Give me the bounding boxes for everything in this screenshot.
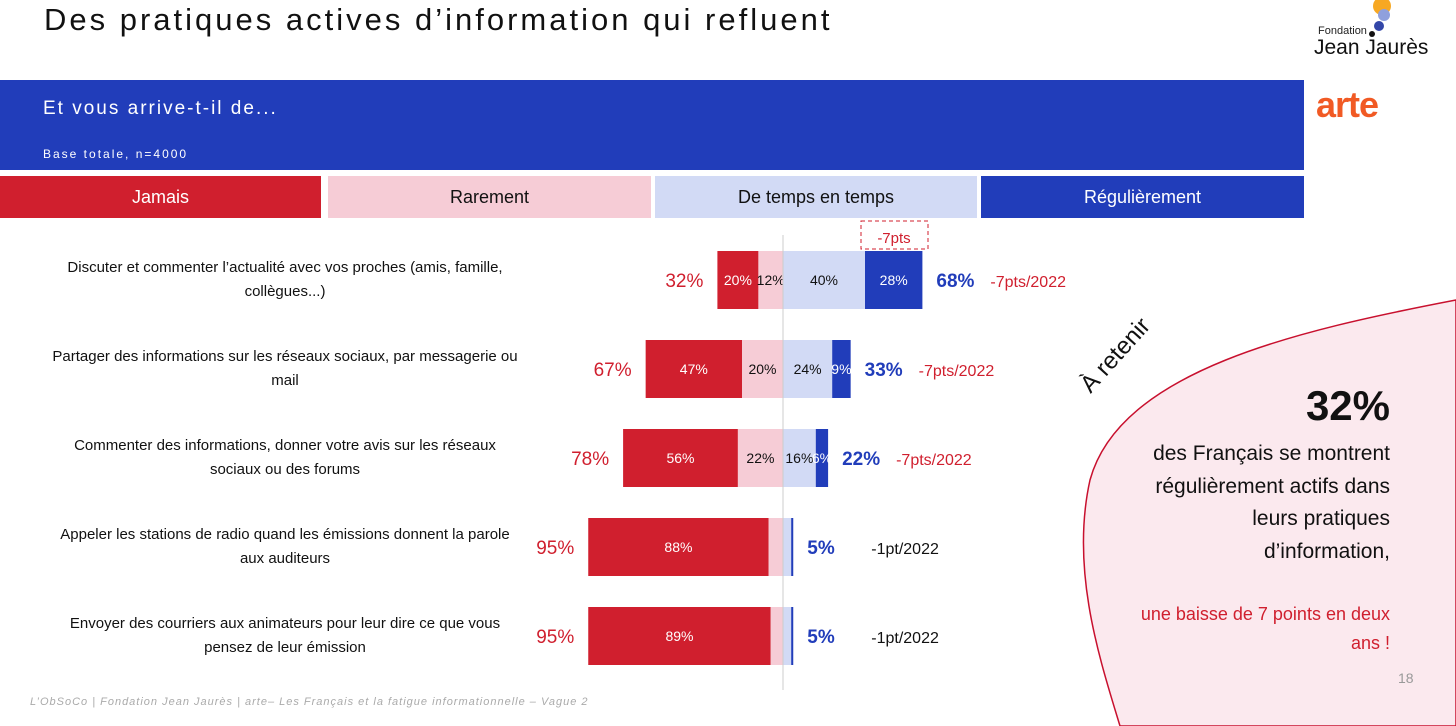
- bar-segment-rarement: [742, 340, 783, 398]
- bar-segment-jamais: [717, 251, 759, 309]
- bar-segment-jamais: [588, 607, 771, 665]
- bar-segment-rarement: [758, 251, 783, 309]
- segment-label: 47%: [680, 361, 708, 377]
- bar-segment-jamais: [645, 340, 742, 398]
- positive-total: 33%: [865, 360, 903, 381]
- bar-segment-régulièrement: [791, 518, 794, 576]
- takeaway-highlight: une baisse de 7 points en deux ans !: [1140, 604, 1390, 653]
- fjj-logo-icon: [1369, 0, 1391, 37]
- bar-segment-rarement: [768, 518, 783, 576]
- legend-rarement: Rarement: [328, 176, 651, 218]
- segment-label: 9%: [831, 361, 851, 377]
- fjj-logo-small: Fondation: [1318, 25, 1367, 37]
- segment-label: 28%: [880, 272, 908, 288]
- question-banner: Et vous arrive-t-il de... Base totale, n…: [0, 80, 1304, 170]
- page-title: Des pratiques actives d’information qui …: [44, 2, 833, 37]
- bar-segment-jamais: [623, 429, 738, 487]
- callout-label: -7pts: [877, 230, 910, 247]
- row-label: Partager des informations sur les réseau…: [52, 348, 518, 389]
- bar-segment-jamais: [588, 518, 769, 576]
- negative-total: 95%: [536, 627, 574, 648]
- segment-label: 16%: [785, 450, 813, 466]
- row-label: Commenter des informations, donner votre…: [74, 437, 496, 478]
- negative-total: 78%: [571, 449, 609, 470]
- segment-label: 22%: [746, 450, 774, 466]
- bar-segment-régulièrement: [791, 607, 794, 665]
- bar-segment-régulièrement: [815, 429, 829, 487]
- segment-label: 20%: [748, 361, 776, 377]
- legend-de-temps-en-temps: De temps en temps: [655, 176, 977, 218]
- arte-logo: arte: [1316, 84, 1379, 125]
- bar-segment-de-temps-en-temps: [783, 251, 865, 309]
- base-text: Base totale, n=4000: [43, 147, 189, 161]
- evolution-label: -1pt/2022: [871, 541, 939, 558]
- fjj-logo-text: Jean Jaurès: [1314, 36, 1429, 59]
- row-label: Discuter et commenter l’actualité avec v…: [67, 259, 503, 300]
- positive-total: 22%: [842, 449, 880, 470]
- bar-segment-régulièrement: [832, 340, 851, 398]
- segment-label: 12%: [757, 272, 785, 288]
- segment-label: 20%: [724, 272, 752, 288]
- legend-regulierement: Régulièrement: [981, 176, 1304, 218]
- positive-total: 5%: [807, 538, 835, 559]
- evolution-label: -1pt/2022: [871, 630, 939, 647]
- evolution-label: -7pts/2022: [990, 274, 1066, 291]
- positive-total: 68%: [936, 271, 974, 292]
- bar-segment-rarement: [770, 607, 783, 665]
- callout-box: [860, 220, 929, 250]
- segment-label: 89%: [665, 628, 693, 644]
- negative-total: 32%: [665, 271, 703, 292]
- bar-segment-de-temps-en-temps: [783, 429, 816, 487]
- evolution-label: -7pts/2022: [919, 363, 995, 380]
- negative-total: 67%: [594, 360, 632, 381]
- bar-segment-de-temps-en-temps: [783, 340, 833, 398]
- segment-label: 6%: [812, 450, 832, 466]
- question-text: Et vous arrive-t-il de...: [43, 98, 278, 119]
- evolution-label: -7pts/2022: [896, 452, 972, 469]
- row-label: Appeler les stations de radio quand les …: [60, 526, 510, 567]
- segment-label: 24%: [794, 361, 822, 377]
- footer-source: L’ObSoCo | Fondation Jean Jaurès | arte–…: [30, 696, 589, 708]
- row-label: Envoyer des courriers aux animateurs pou…: [69, 615, 501, 656]
- positive-total: 5%: [807, 627, 835, 648]
- bar-segment-de-temps-en-temps: [783, 518, 792, 576]
- takeaway-value: 32%: [1305, 382, 1390, 429]
- bar-segment-rarement: [737, 429, 783, 487]
- bar-segment-de-temps-en-temps: [783, 607, 792, 665]
- bar-segment-régulièrement: [865, 251, 923, 309]
- segment-label: 88%: [664, 539, 692, 555]
- legend-jamais: Jamais: [0, 176, 321, 218]
- segment-label: 40%: [810, 272, 838, 288]
- takeaway-text: des Français se montrent régulièrement a…: [1153, 442, 1390, 563]
- segment-label: 56%: [666, 450, 694, 466]
- page-number: 18: [1398, 670, 1414, 686]
- negative-total: 95%: [536, 538, 574, 559]
